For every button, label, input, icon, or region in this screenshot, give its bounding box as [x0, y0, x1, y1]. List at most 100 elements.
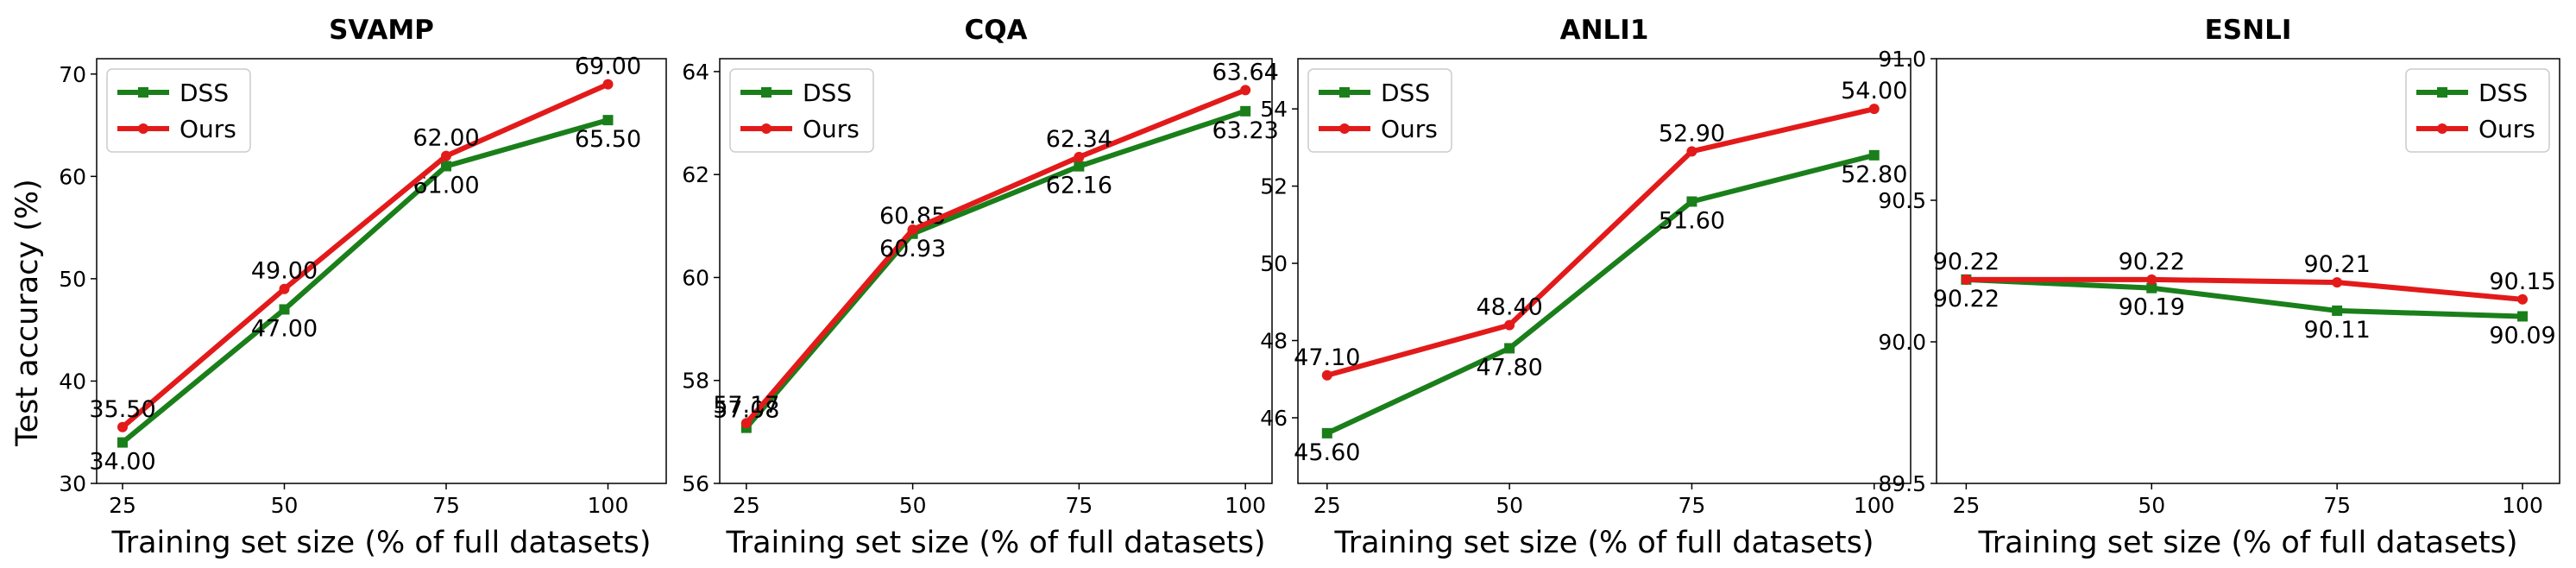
data-point-dss [2332, 305, 2343, 316]
y-tick-label: 52 [1260, 174, 1288, 199]
legend-marker-ours [761, 123, 772, 134]
x-tick-label: 50 [2138, 493, 2165, 518]
y-tick-label: 58 [682, 369, 709, 394]
legend: DSS Ours [1307, 68, 1452, 153]
y-tick-label: 50 [59, 267, 86, 292]
legend-marker-ours [138, 123, 148, 134]
data-label-ours: 62.34 [1046, 126, 1112, 153]
y-tick-label: 50 [1260, 251, 1288, 276]
data-label-ours: 63.64 [1212, 59, 1279, 85]
y-tick-label: 60 [682, 265, 709, 290]
data-label-dss: 90.09 [2489, 322, 2555, 349]
chart-panel-esnli: ESNLI 25 50 75 100 89.5 90.0 90.5 91.0 Training s… [1878, 15, 2560, 560]
series-line-dss [743, 108, 1249, 431]
data-label-dss: 51.60 [1659, 207, 1725, 234]
x-tick-label: 25 [733, 493, 760, 518]
x-tick-label: 25 [1952, 493, 1980, 518]
data-point-ours [1074, 151, 1085, 162]
x-tick-label: 100 [1225, 493, 1266, 518]
data-point-ours [117, 421, 128, 432]
chart-panel-cqa: CQA 25 50 75 100 56 58 60 62 64 Training set size … [682, 15, 1279, 560]
y-tick-label: 56 [682, 471, 709, 496]
legend-marker-ours [1339, 123, 1350, 134]
data-point-dss [1321, 427, 1332, 439]
chart-title: ANLI1 [1560, 15, 1649, 46]
data-label-ours: 47.10 [1294, 344, 1360, 371]
data-label-ours: 69.00 [575, 54, 641, 80]
x-tick-label: 75 [2323, 493, 2351, 518]
data-point-dss [117, 437, 128, 448]
legend-marker-ours [2437, 123, 2447, 134]
legend-label-ours: Ours [180, 115, 236, 143]
legend-marker-dss [2437, 87, 2447, 98]
legend-label-ours: Ours [803, 115, 860, 143]
data-label-ours: 35.50 [89, 396, 155, 423]
plot-frame [719, 58, 1273, 484]
x-tick-label: 100 [2502, 493, 2543, 518]
legend-marker-dss [138, 87, 148, 98]
legend-label-ours: Ours [2478, 115, 2535, 143]
chart-title: SVAMP [329, 15, 434, 46]
data-label-dss: 47.00 [251, 315, 318, 342]
y-tick-label: 70 [59, 62, 86, 87]
x-tick-label: 100 [588, 493, 629, 518]
x-axis-label: Training set size (% of full datasets) [1333, 526, 1874, 560]
y-tick-label: 91.0 [1878, 47, 1926, 72]
data-point-ours [602, 79, 614, 90]
legend: DSS Ours [106, 68, 251, 153]
data-point-ours [441, 150, 451, 161]
x-tick-label: 25 [109, 493, 136, 518]
data-point-ours [1961, 274, 1972, 285]
data-point-ours [1504, 319, 1515, 331]
data-point-dss [441, 161, 451, 172]
data-point-ours [2517, 293, 2529, 305]
data-label-dss: 90.19 [2119, 294, 2185, 321]
data-label-dss: 45.60 [1294, 439, 1360, 466]
y-tick-label: 30 [59, 471, 86, 496]
y-tick-label: 60 [59, 164, 86, 189]
data-label-ours: 90.22 [1933, 249, 2000, 275]
data-point-ours [740, 418, 752, 429]
legend: DSS Ours [729, 68, 874, 153]
chart-title: CQA [964, 15, 1027, 46]
x-tick-label: 25 [1313, 493, 1341, 518]
data-label-dss: 65.50 [575, 126, 641, 153]
legend-marker-dss [1339, 87, 1350, 98]
plot-frame [1297, 58, 1912, 484]
y-tick-label: 62 [682, 162, 709, 187]
data-label-ours: 90.21 [2303, 251, 2370, 278]
legend-label-dss: DSS [2478, 79, 2528, 107]
data-point-dss [279, 304, 290, 315]
data-label-dss: 47.80 [1476, 354, 1542, 381]
legend-marker-dss [761, 87, 772, 98]
data-point-dss [2517, 311, 2529, 322]
x-tick-label: 50 [899, 493, 927, 518]
chart-title: ESNLI [2205, 15, 2292, 46]
y-tick-label: 54 [1260, 97, 1288, 122]
data-label-ours: 62.00 [413, 125, 479, 152]
data-label-ours: 57.17 [713, 392, 779, 419]
x-tick-label: 50 [271, 493, 299, 518]
legend-label-ours: Ours [1381, 115, 1438, 143]
series-line-dss [120, 117, 611, 445]
data-point-ours [907, 224, 918, 235]
data-label-ours: 49.00 [251, 258, 318, 285]
plot-frame [1936, 58, 2560, 484]
data-label-ours: 52.90 [1659, 120, 1725, 147]
y-tick-label: 90.5 [1878, 188, 1926, 213]
shared-y-axis-label: Test accuracy (%) [10, 179, 45, 447]
series-line-ours [120, 81, 611, 430]
data-label-dss: 90.22 [1933, 286, 2000, 312]
data-label-dss: 90.11 [2303, 317, 2370, 344]
chart-panel-svamp: SVAMP 25 50 75 100 30 40 50 60 70 Training set siz… [59, 15, 667, 560]
data-point-dss [1074, 161, 1085, 172]
series-line-ours [1963, 276, 2526, 302]
series-line-dss [1324, 152, 1877, 436]
x-tick-label: 75 [432, 493, 460, 518]
x-tick-label: 100 [1854, 493, 1895, 518]
legend: DSS Ours [2405, 68, 2550, 153]
chart-panel-anli1: ANLI1 25 50 75 100 46 48 50 52 54 Training set siz… [1260, 15, 1912, 560]
data-point-ours [1686, 146, 1697, 157]
data-label-dss: 62.16 [1046, 173, 1112, 199]
